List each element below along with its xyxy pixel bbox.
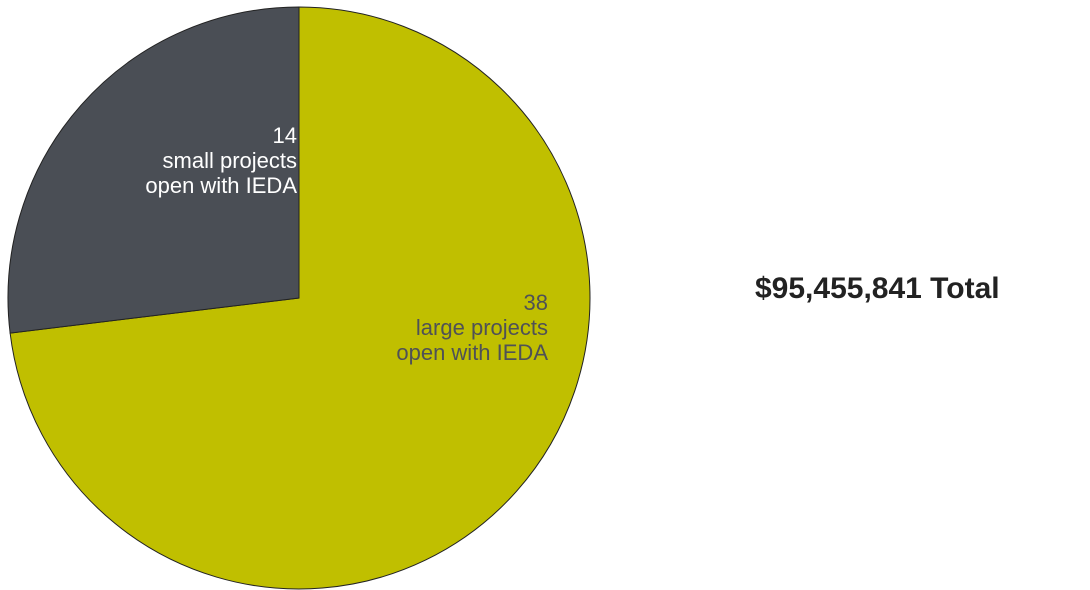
slice-count: 14 bbox=[273, 123, 297, 148]
slice-label: 38 large projects open with IEDA bbox=[396, 290, 548, 365]
slice-label: 14 small projects open with IEDA bbox=[145, 123, 297, 198]
total-amount: $95,455,841 Total bbox=[755, 272, 1000, 305]
pie-slice bbox=[9, 6, 591, 590]
slice-label-line: open with IEDA bbox=[145, 173, 297, 198]
pie-slice bbox=[7, 6, 300, 334]
pie-slices bbox=[7, 6, 591, 590]
slice-label-line: small projects bbox=[163, 148, 297, 173]
slice-label-line: large projects bbox=[416, 315, 548, 340]
slice-label-line: open with IEDA bbox=[396, 340, 548, 365]
slice-count: 38 bbox=[524, 290, 548, 315]
